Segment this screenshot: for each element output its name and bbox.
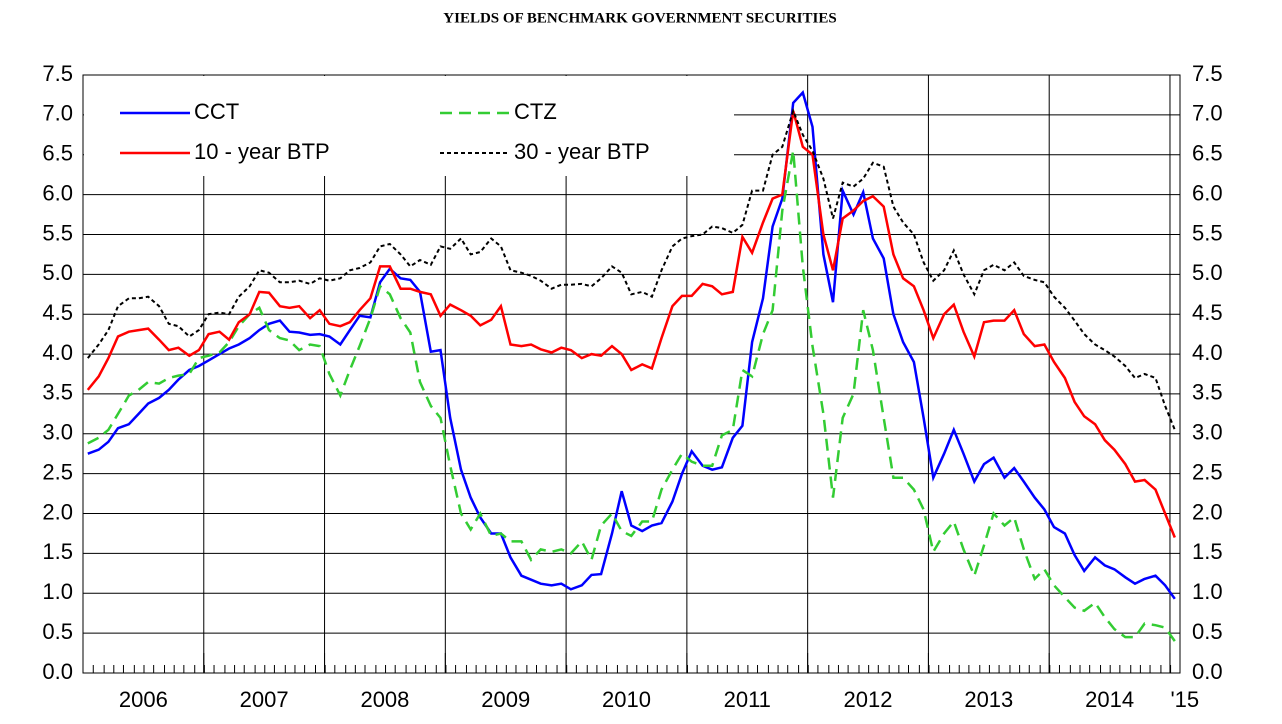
series	[86, 90, 1176, 642]
legend-label: CCT	[194, 99, 239, 124]
series-line	[86, 110, 1176, 538]
x-tick-label: 2006	[119, 687, 168, 712]
x-tick-label: 2011	[724, 687, 771, 712]
y-tick-label: 5.5	[42, 220, 73, 245]
series-line	[87, 107, 1176, 431]
y2-tick-label: 0.5	[1192, 619, 1223, 644]
y2-tick-label: 2.5	[1192, 459, 1223, 484]
y-tick-label: 7.0	[42, 101, 73, 126]
y2-tick-label: 6.5	[1192, 141, 1223, 166]
y2-tick-label: 0.0	[1192, 659, 1223, 684]
chart-title: YIELDS OF BENCHMARK GOVERNMENT SECURITIE…	[443, 10, 836, 26]
y2-tick-label: 5.0	[1192, 260, 1223, 285]
plot-frame	[82, 74, 1181, 674]
y-tick-label: 0.0	[42, 659, 73, 684]
y2-tick-label: 4.0	[1192, 340, 1223, 365]
x-tick-label: 2014	[1085, 687, 1134, 712]
x-tick-label: 2010	[602, 687, 651, 712]
y2-tick-label: 7.0	[1192, 101, 1223, 126]
axes: 0.0 0.0 0.5 0.5 1.0 1.0 1.5 1.5 2.0 2.0 2.5 2.5 3.0 3…	[42, 61, 1222, 712]
y-tick-label: 5.0	[42, 260, 73, 285]
y2-tick-label: 7.5	[1192, 61, 1223, 86]
y-tick-label: 7.5	[42, 61, 73, 86]
y-tick-label: 1.0	[42, 579, 73, 604]
y2-tick-label: 5.5	[1192, 220, 1223, 245]
y2-tick-label: 4.5	[1192, 300, 1223, 325]
y-tick-label: 2.5	[42, 459, 73, 484]
y-tick-label: 4.0	[42, 340, 73, 365]
legend-label: 30 - year BTP	[514, 139, 650, 164]
legend-label: 10 - year BTP	[194, 139, 330, 164]
y-tick-label: 0.5	[42, 619, 73, 644]
y2-tick-label: 1.5	[1192, 539, 1223, 564]
legend: CCT CTZ 10 - year BTP 30 - year BTP	[84, 76, 734, 176]
series-line	[87, 150, 1176, 642]
y2-tick-label: 2.0	[1192, 499, 1223, 524]
y-tick-label: 2.0	[42, 499, 73, 524]
y2-tick-label: 3.5	[1192, 380, 1223, 405]
legend-box	[84, 76, 734, 176]
x-tick-label: 2009	[481, 687, 530, 712]
y-tick-label: 3.0	[42, 420, 73, 445]
y2-tick-label: 3.0	[1192, 420, 1223, 445]
y-tick-label: 6.0	[42, 180, 73, 205]
legend-label: CTZ	[514, 99, 557, 124]
y-tick-label: 6.5	[42, 141, 73, 166]
series-line	[87, 90, 1176, 600]
y2-tick-label: 1.0	[1192, 579, 1223, 604]
x-tick-label: '15	[1170, 687, 1199, 712]
y-tick-label: 4.5	[42, 300, 73, 325]
y-tick-label: 3.5	[42, 380, 73, 405]
x-tick-label: 2013	[964, 687, 1013, 712]
x-tick-label: 2012	[844, 687, 893, 712]
x-tick-label: 2008	[360, 687, 409, 712]
y2-tick-label: 6.0	[1192, 180, 1223, 205]
x-tick-label: 2007	[240, 687, 289, 712]
y-tick-label: 1.5	[42, 539, 73, 564]
